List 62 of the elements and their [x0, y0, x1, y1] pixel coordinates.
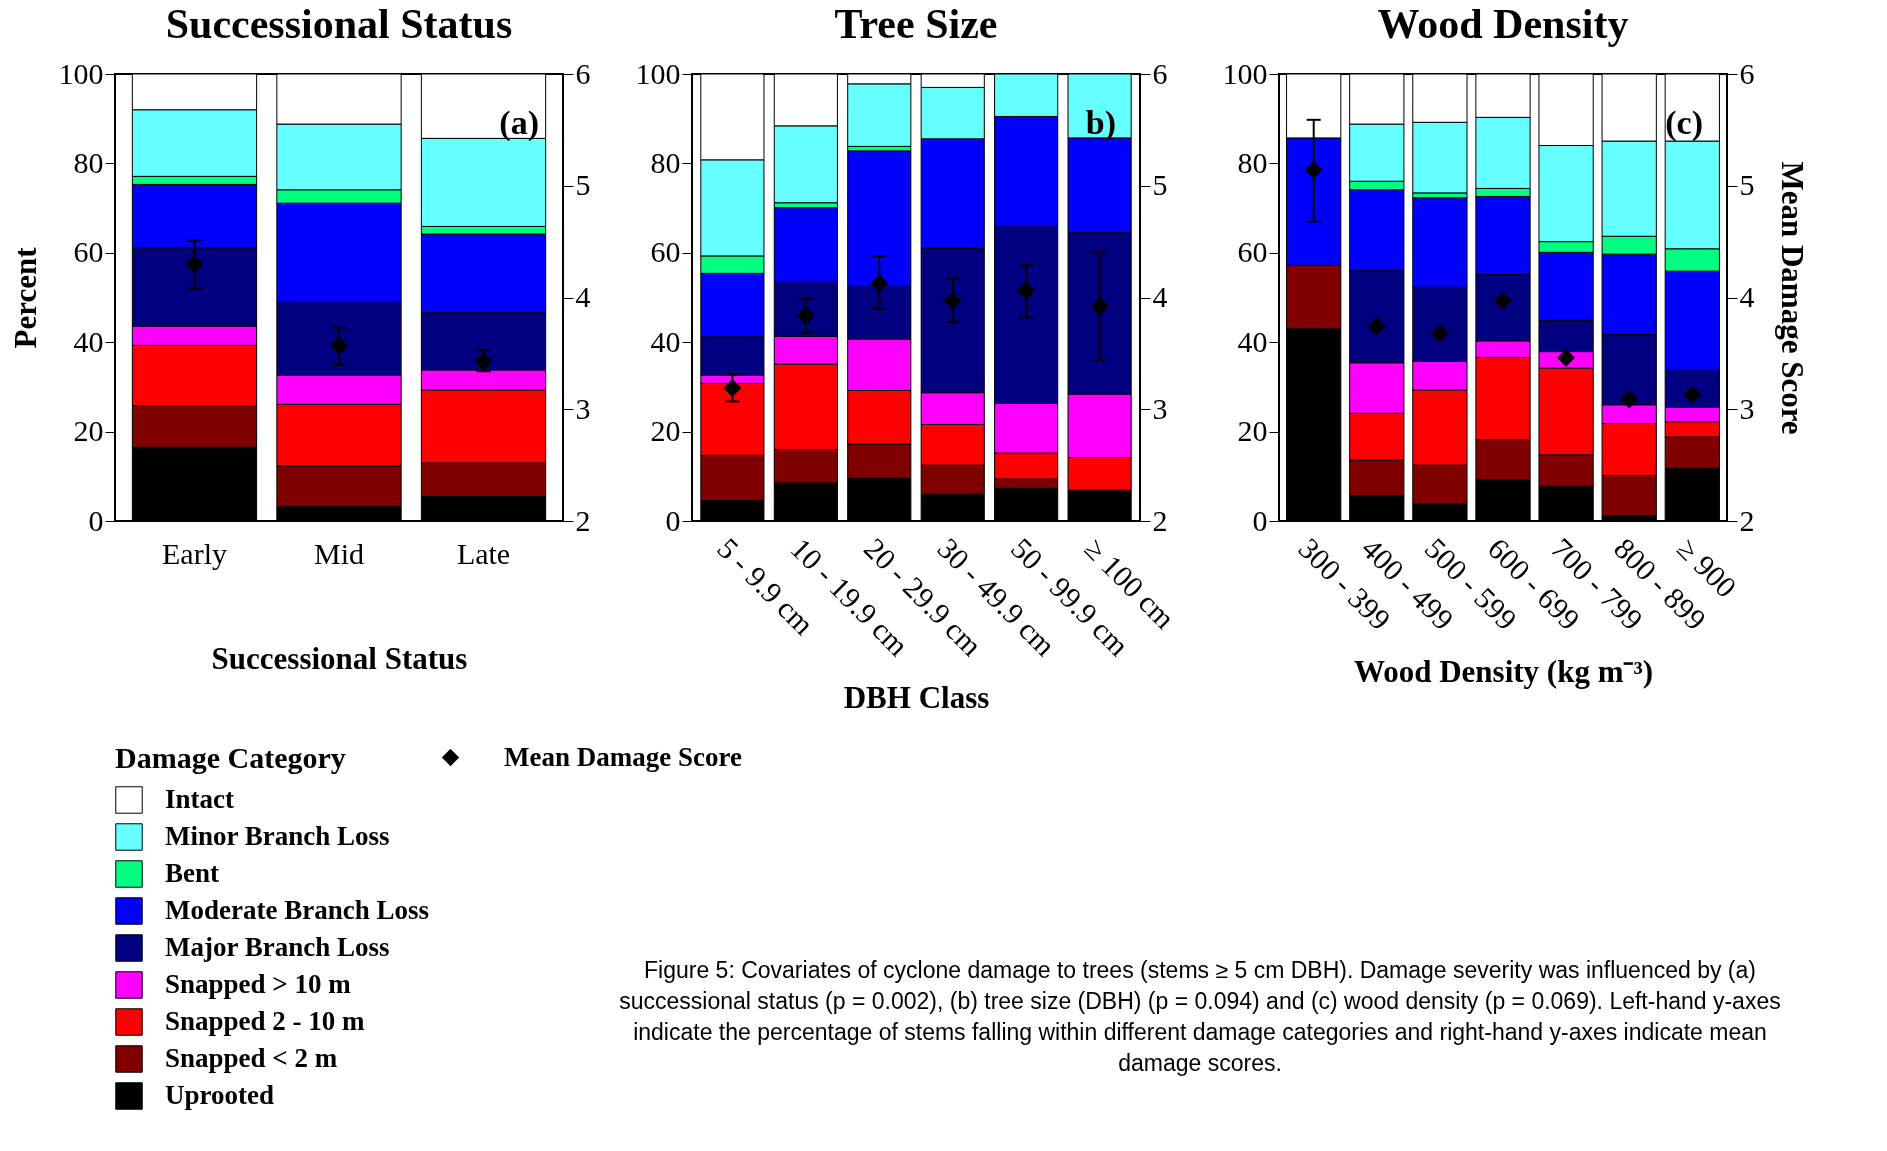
legend-label: Minor Branch Loss	[165, 821, 390, 851]
annotation: b)	[1085, 104, 1116, 142]
y2-tick-label: 3	[1739, 391, 1755, 425]
legend-title: Damage Category	[115, 741, 346, 774]
legend-label: Major Branch Loss	[165, 932, 390, 962]
y2-tick-label: 2	[1152, 503, 1168, 537]
x-tick-label: Late	[456, 536, 511, 570]
y2-tick-label: 2	[575, 503, 591, 537]
y-tick-label: 60	[1237, 235, 1268, 269]
y2-tick-label: 6	[575, 56, 591, 90]
legend-label: Bent	[165, 858, 220, 888]
x-axis-title: Successional Status	[211, 640, 468, 676]
y2-tick-label: 4	[1739, 280, 1755, 313]
y-tick-label: 60	[73, 235, 104, 269]
y-tick-label: 20	[1237, 414, 1268, 448]
y-tick-label: 100	[1222, 56, 1268, 90]
legend-label: Snapped < 2 m	[165, 1043, 338, 1073]
y-tick-label: 0	[1252, 503, 1268, 537]
annotation: (a)	[499, 104, 539, 142]
y-axis-title: Percent	[7, 246, 43, 349]
y2-tick-label: 5	[575, 168, 591, 202]
point	[1557, 348, 1576, 367]
point	[1620, 390, 1639, 409]
y-tick-label: 40	[73, 324, 104, 358]
x-tick-label: Mid	[313, 536, 365, 570]
legend-label: Snapped 2 - 10 m	[165, 1006, 366, 1036]
y2-tick-label: 5	[1739, 168, 1755, 202]
y-tick-label: 40	[1237, 324, 1268, 358]
legend-label: Uprooted	[165, 1080, 275, 1110]
y-tick-label: 0	[88, 503, 104, 537]
y-tick-label: 80	[650, 145, 681, 179]
caption: Figure 5: Covariates of cyclone damage to trees (stems ≥ 5 cm DBH). Damage severity was influenced by (a) successional status (p = 0.002), (b) tree size (DBH) (p = 0.094) and (c) wood density (p = 0.069). Left-hand y-axes indicate the percentage of stems falling within different damage categories and right-hand y-axes indicate mean damage scores.	[618, 956, 1782, 1079]
y2-tick-label: 2	[1739, 503, 1755, 537]
y2-tick-label: 4	[1152, 280, 1168, 313]
legend-label: Snapped > 10 m	[165, 969, 352, 999]
legend-label: Moderate Branch Loss	[165, 895, 429, 925]
y-tick-label: 80	[73, 145, 104, 179]
y2-tick-label: 6	[1152, 56, 1168, 90]
y-tick-label: 40	[650, 324, 681, 358]
y-tick-label: 20	[650, 414, 681, 448]
x-axis-title: DBH Class	[843, 679, 990, 715]
y-tick-label: 80	[1237, 145, 1268, 179]
y2-tick-label: 4	[575, 280, 591, 313]
y-tick-label: 0	[665, 503, 681, 537]
legend-label: Mean Damage Score	[504, 741, 742, 772]
x-axis-title: Wood Density (kg m⁻³)	[1353, 654, 1654, 690]
chart-title: Wood Density	[1377, 1, 1629, 47]
chart-title: Tree Size	[834, 1, 998, 47]
y-tick-label: 60	[650, 235, 681, 269]
y2-axis-title: Mean Damage Score	[1774, 161, 1810, 435]
chart-title: Successional Status	[165, 1, 513, 47]
y-tick-label: 100	[635, 56, 681, 90]
y2-tick-label: 6	[1739, 56, 1755, 90]
point	[1367, 317, 1386, 336]
y-tick-label: 100	[58, 56, 104, 90]
y-tick-label: 20	[73, 414, 104, 448]
annotation: (c)	[1665, 104, 1703, 142]
x-tick-label: Early	[162, 536, 227, 570]
y2-tick-label: 3	[1152, 391, 1168, 425]
legend-label: Intact	[165, 784, 234, 814]
y2-tick-label: 5	[1152, 168, 1168, 202]
y2-tick-label: 3	[575, 391, 591, 425]
